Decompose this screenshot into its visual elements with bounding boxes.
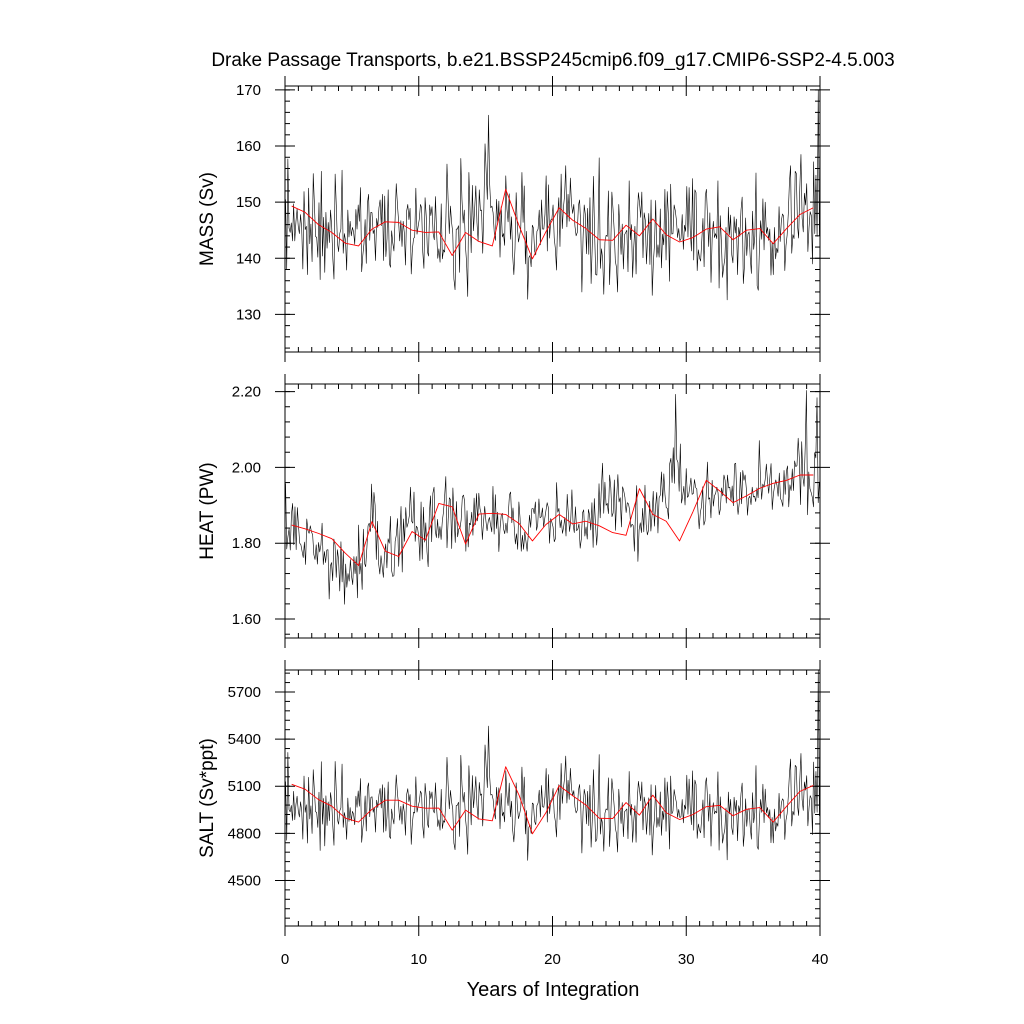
plot-frame-heat: [284, 383, 821, 639]
x-tick-label: 20: [544, 951, 561, 968]
y-axis-label-mass: MASS (Sv): [197, 172, 218, 266]
panel-mass: 130 140 150 160 170 MASS (Sv): [197, 76, 830, 362]
y-tick-label: 170: [236, 82, 261, 99]
x-tick-label: 30: [678, 951, 695, 968]
panels: 130 140 150 160 170 MASS (Sv) 1.60 1.80 2.00 2.20…: [197, 76, 830, 968]
series-monthly-salt: [285, 669, 820, 861]
y-tick-label: 4800: [228, 825, 261, 842]
x-tick-label: 10: [410, 951, 427, 968]
series-annual-heat: [291, 474, 814, 567]
x-axis-label: Years of Integration: [467, 979, 640, 1001]
y-tick-label: 5700: [228, 684, 261, 701]
chart-title: Drake Passage Transports, b.e21.BSSP245c…: [211, 50, 894, 71]
y-tick-label: 2.00: [232, 459, 261, 476]
y-tick-label: 160: [236, 138, 261, 155]
series-monthly-mass: [285, 89, 820, 301]
y-tick-label: 5400: [228, 731, 261, 748]
y-tick-label: 2.20: [232, 384, 261, 401]
y-tick-label: 4500: [228, 872, 261, 889]
y-tick-label: 140: [236, 250, 261, 267]
panel-heat: 1.60 1.80 2.00 2.20 HEAT (PW): [197, 374, 830, 648]
panel-salt: 4500 4800 5100 5400 5700 0 10 20 30 40 SALT (Sv*pp…: [197, 660, 830, 968]
x-tick-label: 40: [812, 951, 829, 968]
series-annual-mass: [291, 188, 814, 260]
x-tick-label: 0: [281, 951, 289, 968]
y-tick-label: 5100: [228, 778, 261, 795]
y-tick-label: 1.60: [232, 611, 261, 628]
y-axis-label-salt: SALT (Sv*ppt): [197, 738, 218, 858]
series-annual-salt: [291, 766, 814, 835]
y-tick-label: 1.80: [232, 535, 261, 552]
y-tick-label: 150: [236, 194, 261, 211]
series-monthly-heat: [285, 390, 820, 605]
y-tick-label: 130: [236, 306, 261, 323]
y-axis-label-heat: HEAT (PW): [197, 462, 218, 559]
